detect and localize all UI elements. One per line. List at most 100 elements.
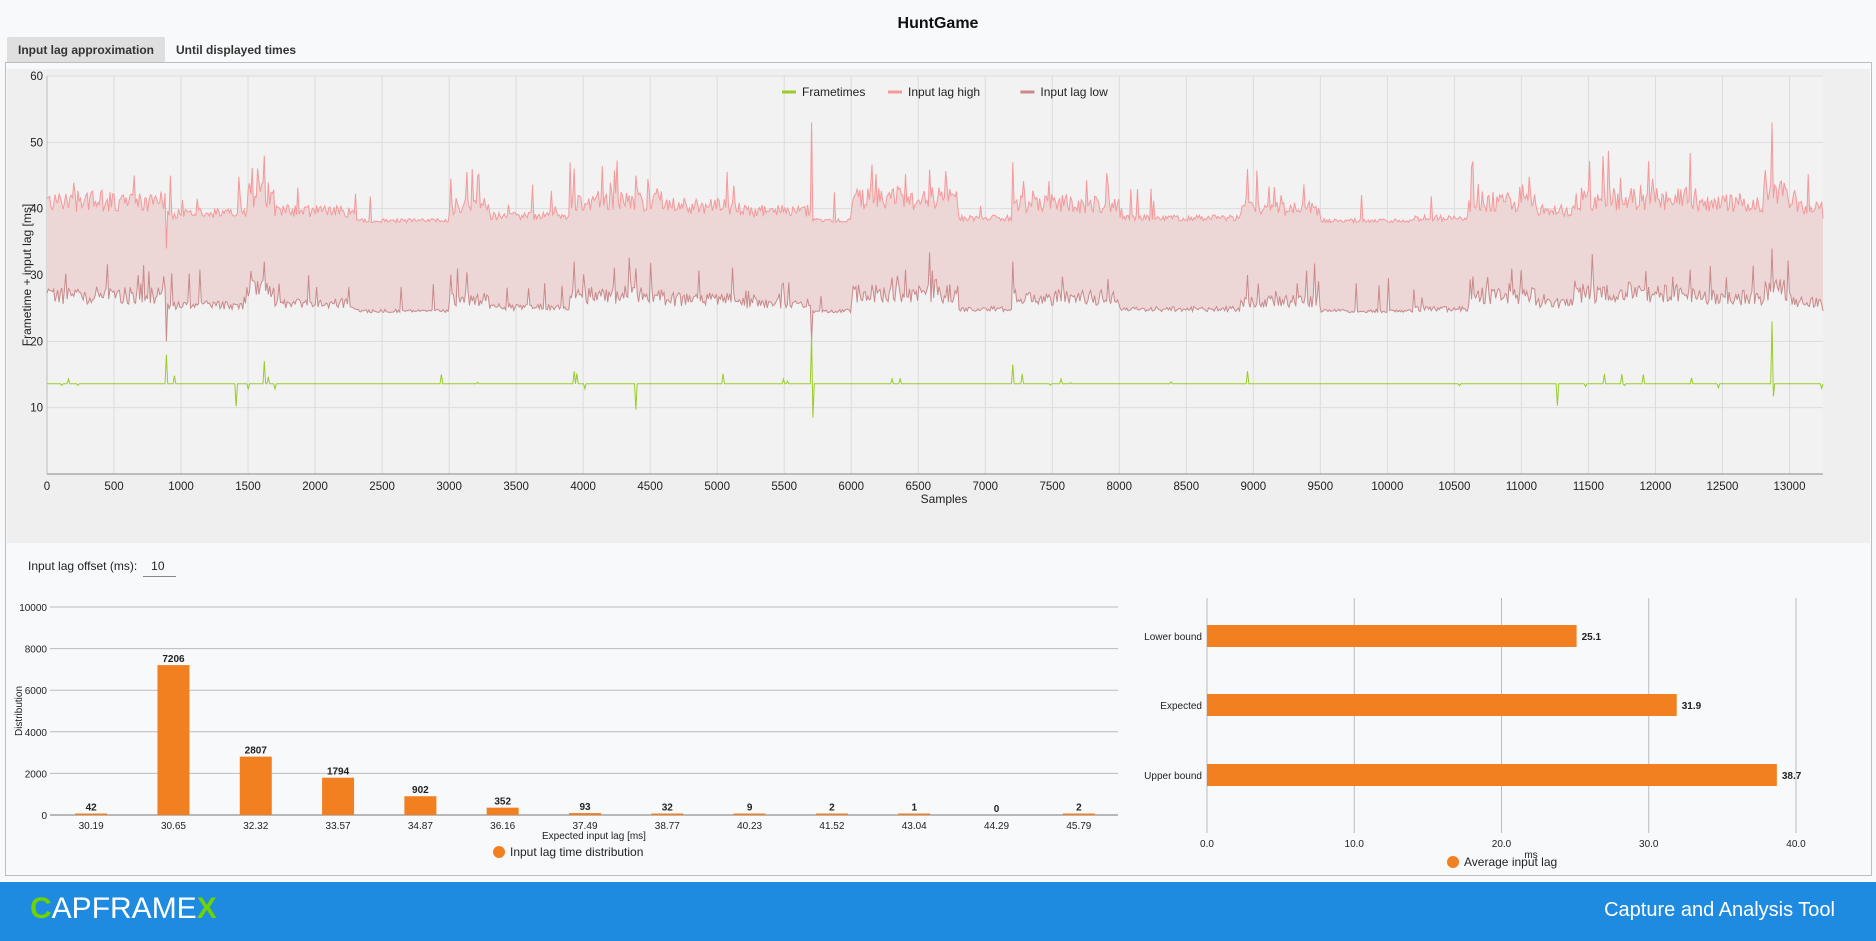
x-tick-label: 6000: [838, 481, 864, 493]
avg-x-tick-label: 20.0: [1492, 839, 1512, 850]
avg-legend-label: Average input lag: [1464, 855, 1557, 869]
avg-category-label: Upper bound: [1144, 771, 1202, 782]
hist-bar-30.19: [75, 813, 108, 815]
x-tick-label: 2000: [302, 481, 328, 493]
x-axis-title: Samples: [921, 492, 968, 506]
y-tick-label: 50: [30, 137, 43, 149]
hist-bar-34.87: [404, 796, 437, 815]
x-tick-label: 13000: [1773, 481, 1805, 493]
hist-x-tick-label: 38.77: [655, 821, 680, 832]
y-tick-label: 60: [30, 71, 43, 83]
hist-y-axis-title: Distribution: [14, 686, 25, 736]
x-tick-label: 11500: [1573, 481, 1604, 493]
hist-x-tick-label: 36.16: [490, 821, 515, 832]
hist-bar-40.23: [733, 813, 766, 815]
y-tick-label: 20: [30, 336, 43, 348]
avg-x-tick-label: 0.0: [1200, 839, 1214, 850]
x-tick-label: 2500: [369, 481, 395, 493]
hist-bar-value: 42: [86, 803, 98, 814]
hist-x-tick-label: 45.79: [1066, 821, 1091, 832]
x-tick-label: 9500: [1308, 481, 1334, 493]
x-tick-label: 3500: [503, 481, 529, 493]
hist-y-tick-label: 6000: [25, 686, 48, 697]
x-tick-label: 0: [44, 481, 50, 493]
tab-input-lag-approximation[interactable]: Input lag approximation: [7, 37, 166, 63]
hist-x-tick-label: 34.87: [408, 821, 433, 832]
footer-tagline: Capture and Analysis Tool: [1604, 899, 1835, 921]
hist-x-tick-label: 44.29: [984, 821, 1009, 832]
hist-bar-37.49: [569, 813, 601, 815]
hist-bar-41.52: [815, 813, 848, 815]
x-tick-label: 11000: [1506, 481, 1537, 493]
hist-y-tick-label: 4000: [25, 728, 48, 739]
hist-legend-label: Input lag time distribution: [510, 845, 643, 859]
content-frame: 0 500 10 0 0 1500 2000 2500 3000 3500 4000 4500 5000…: [5, 62, 1872, 876]
hist-bar-value: 9: [747, 803, 753, 814]
x-tick-label: 1500: [235, 481, 261, 493]
hist-y-tick-label: 0: [41, 811, 47, 822]
hist-x-tick-label: 32.32: [243, 821, 268, 832]
main-chart-panel: 0 500 1000 1500 2000 2500 3000 3500 4000 4500 5000…: [7, 69, 1870, 543]
offset-label: Input lag offset (ms):: [28, 559, 138, 573]
hist-x-tick-label: 33.57: [326, 821, 351, 832]
hist-bar-value: 352: [494, 797, 511, 808]
avg-x-tick-label: 40.0: [1786, 839, 1806, 850]
x-tick-label: 6500: [905, 481, 931, 493]
hist-x-tick-label: 43.04: [902, 821, 927, 832]
x-tick-label: 500: [104, 481, 123, 493]
hist-legend-swatch: [493, 846, 505, 858]
x-tick-label: 12500: [1706, 481, 1738, 493]
hist-bar-30.65: [157, 665, 190, 815]
footer-bar: CAPFRAMEX Capture and Analysis Tool: [0, 882, 1876, 941]
legend-label-0: Frametimes: [802, 85, 865, 99]
avg-x-tick-label: 30.0: [1639, 839, 1659, 850]
x-tick-label: 4500: [637, 481, 663, 493]
avg-bar-expected: [1207, 694, 1677, 716]
capframex-logo: CAPFRAMEX: [30, 892, 217, 925]
frametimes-series: [47, 321, 1824, 418]
average-input-lag-chart: 0.0 10.0 20.0 30.0 40.0 ms Lower bound 25.1 Expe…: [1144, 598, 1806, 869]
input-lag-distribution-chart: 0 2000 4000 6000 8000 10000 Distribution 42 30.1…: [14, 603, 1118, 859]
hist-x-tick-label: 41.52: [819, 821, 844, 832]
hist-bar-value: 0: [994, 804, 1000, 815]
hist-x-tick-label: 30.65: [161, 821, 186, 832]
y-axis-title: Frametime + input lag [ms]: [20, 204, 34, 346]
y-tick-label: 10: [30, 403, 43, 415]
avg-x-tick-label: 10.0: [1345, 839, 1365, 850]
hist-bar-value: 93: [579, 802, 591, 813]
hist-bar-33.57: [322, 777, 355, 815]
x-tick-label: 7000: [972, 481, 998, 493]
hist-bar-value: 2807: [245, 746, 268, 757]
input-lag-offset-input[interactable]: [143, 555, 177, 577]
tab-bar: Input lag approximation Until displayed …: [7, 37, 307, 63]
input-lag-low-series: [46, 248, 1824, 342]
frametime-input-lag-chart: 0 500 1000 1500 2000 2500 3000 3500 4000 4500 5000…: [20, 71, 1824, 506]
avg-bar-lower-bound: [1207, 625, 1577, 647]
hist-x-tick-label: 40.23: [737, 821, 762, 832]
x-tick-label: 8500: [1174, 481, 1200, 493]
hist-bar-value: 7206: [162, 654, 185, 665]
x-tick-label: 3000: [436, 481, 462, 493]
hist-bar-value: 1794: [327, 767, 350, 778]
x-tick-label: 10500: [1438, 481, 1470, 493]
x-tick-label: 8000: [1107, 481, 1133, 493]
hist-bar-value: 2: [829, 803, 835, 814]
avg-bar-value: 25.1: [1582, 632, 1602, 643]
hist-bar-value: 1: [911, 803, 917, 814]
input-lag-band-area: [47, 122, 1823, 342]
avg-bar-value: 38.7: [1782, 771, 1802, 782]
x-tick-label: 5000: [704, 481, 730, 493]
x-tick-label: 4000: [570, 481, 596, 493]
legend-label-1: Input lag high: [908, 85, 980, 99]
avg-category-label: Expected: [1160, 701, 1202, 712]
x-tick-label: 7500: [1039, 481, 1065, 493]
avg-category-label: Lower bound: [1144, 632, 1202, 643]
hist-bar-value: 32: [662, 803, 674, 814]
input-lag-high-series: [46, 122, 1824, 249]
tab-until-displayed-times[interactable]: Until displayed times: [176, 43, 297, 57]
avg-bar-value: 31.9: [1682, 701, 1702, 712]
avg-x-axis-title: ms: [1524, 850, 1537, 861]
x-tick-label: 10000: [1371, 481, 1403, 493]
hist-bar-38.77: [651, 813, 684, 815]
